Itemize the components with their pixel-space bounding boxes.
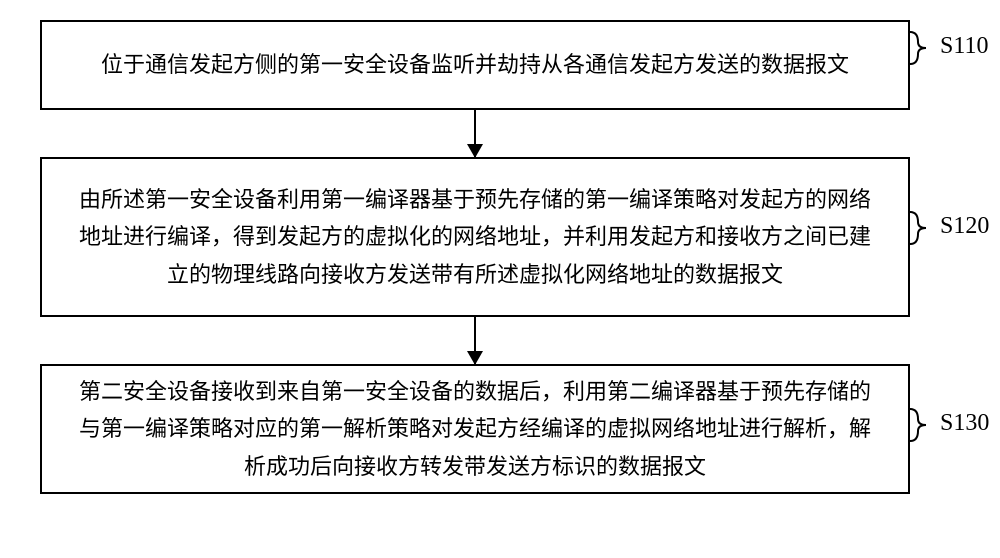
flowchart-container: 位于通信发起方侧的第一安全设备监听并劫持从各通信发起方发送的数据报文 由所述第一… [40,20,910,494]
step-text: 由所述第一安全设备利用第一编译器基于预先存储的第一编译策略对发起方的网络地址进行… [72,181,878,293]
arrow-head-icon [467,144,483,158]
flow-step-s110: 位于通信发起方侧的第一安全设备监听并劫持从各通信发起方发送的数据报文 [40,20,910,110]
connector-arrow [474,110,476,157]
brace-icon [908,30,943,66]
step-label-s130: S130 [940,410,989,437]
brace-icon [908,210,943,246]
flow-step-s130: 第二安全设备接收到来自第一安全设备的数据后，利用第二编译器基于预先存储的与第一编… [40,364,910,494]
step-text: 位于通信发起方侧的第一安全设备监听并劫持从各通信发起方发送的数据报文 [101,46,849,83]
brace-icon [908,407,943,443]
step-label-s120: S120 [940,213,989,240]
flow-step-s120: 由所述第一安全设备利用第一编译器基于预先存储的第一编译策略对发起方的网络地址进行… [40,157,910,317]
step-text: 第二安全设备接收到来自第一安全设备的数据后，利用第二编译器基于预先存储的与第一编… [72,373,878,485]
step-label-s110: S110 [940,33,988,60]
arrow-head-icon [467,351,483,365]
connector-arrow [474,317,476,364]
